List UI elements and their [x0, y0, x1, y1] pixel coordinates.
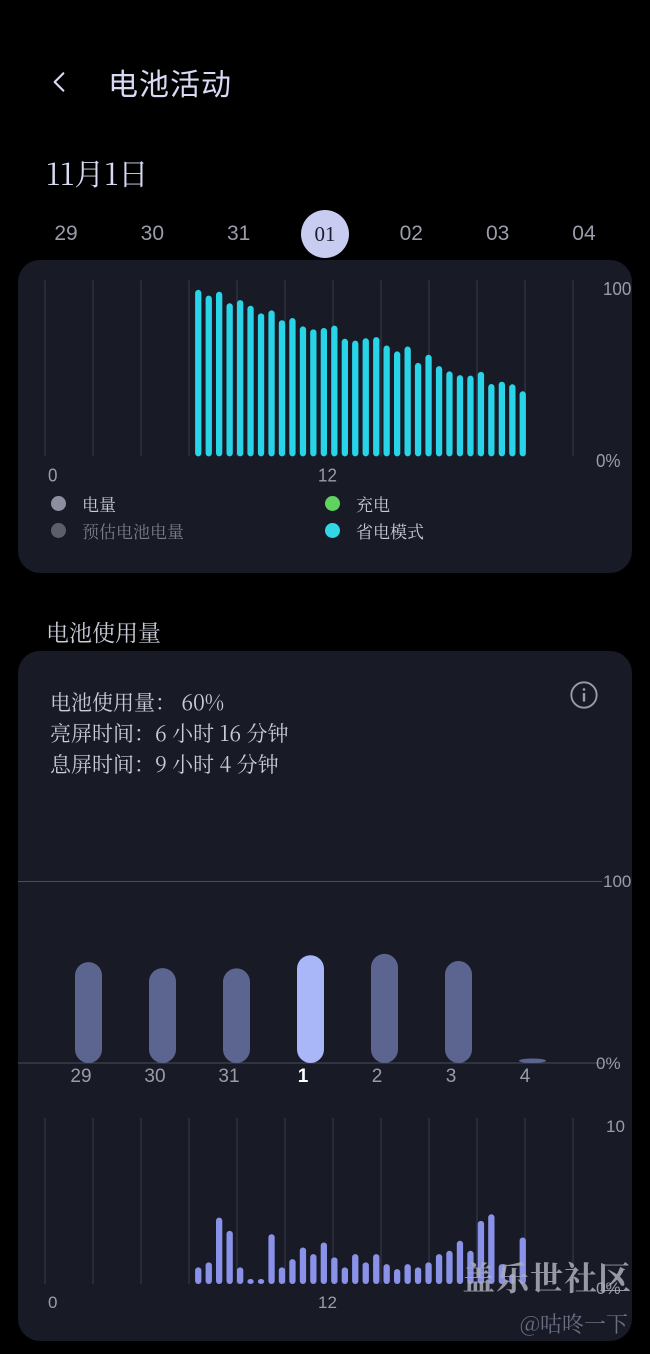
svg-text:3: 3: [446, 1066, 457, 1082]
svg-text:29: 29: [70, 1066, 91, 1082]
svg-text:31: 31: [218, 1066, 239, 1082]
svg-text:0%: 0%: [596, 450, 621, 471]
svg-text:12: 12: [318, 465, 337, 486]
svg-text:1: 1: [298, 1066, 309, 1082]
svg-text:0%: 0%: [596, 1054, 621, 1073]
svg-text:30: 30: [144, 1066, 165, 1082]
svg-text:0: 0: [48, 1293, 57, 1312]
svg-text:2: 2: [372, 1066, 383, 1082]
svg-text:100: 100: [603, 872, 631, 891]
svg-text:0: 0: [48, 465, 58, 486]
svg-text:4: 4: [520, 1066, 531, 1082]
svg-text:12: 12: [318, 1293, 337, 1312]
svg-text:10: 10: [606, 1117, 625, 1136]
svg-text:100: 100: [603, 279, 632, 300]
